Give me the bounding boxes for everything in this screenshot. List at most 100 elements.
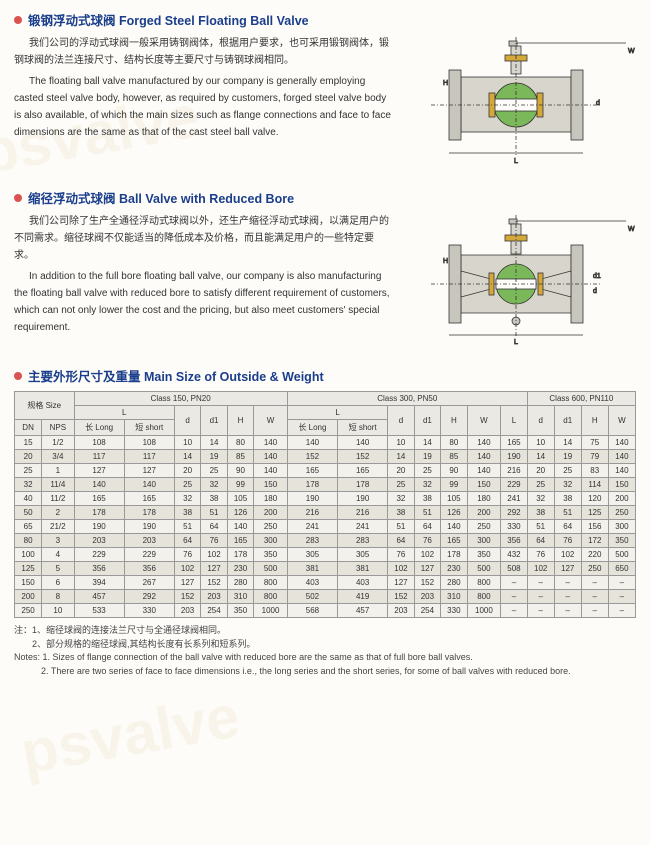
table-cell: –	[527, 604, 554, 618]
table-cell: 419	[338, 590, 388, 604]
table-head: 规格 Size Class 150, PN20 Class 300, PN50 …	[15, 392, 636, 436]
th-long: 长 Long	[287, 420, 337, 436]
table-cell: 25	[201, 464, 227, 478]
table-cell: 250	[254, 520, 288, 534]
table-cell: 64	[414, 520, 440, 534]
table-cell: 200	[15, 590, 42, 604]
table-cell: 32	[15, 478, 42, 492]
table-row: 2008457292152203310800502419152203310800…	[15, 590, 636, 604]
th-H: H	[227, 406, 253, 436]
table-cell: 140	[467, 436, 501, 450]
table-cell: 32	[527, 492, 554, 506]
table-cell: 200	[254, 506, 288, 520]
th-size: 规格 Size	[15, 392, 75, 420]
table-cell: 102	[414, 548, 440, 562]
table-cell: 11/2	[42, 492, 74, 506]
table-cell: 50	[15, 506, 42, 520]
table-row: 2511271272025901401651652025901402162025…	[15, 464, 636, 478]
table-cell: 8	[42, 590, 74, 604]
table-cell: 38	[414, 492, 440, 506]
table-cell: 280	[227, 576, 253, 590]
th-c300: Class 300, PN50	[287, 392, 527, 406]
table-cell: 800	[254, 590, 288, 604]
th-W: W	[608, 406, 635, 436]
table-cell: 178	[441, 548, 467, 562]
table-cell: 25	[527, 478, 554, 492]
table-cell: 150	[15, 576, 42, 590]
table-cell: 76	[201, 534, 227, 548]
table-cell: 229	[74, 548, 124, 562]
table-cell: 356	[501, 534, 527, 548]
text-column: 我们公司除了生产全通径浮动式球阀以外，还生产缩径浮动式球阀，以满足用户的不同需求…	[14, 213, 391, 348]
table-cell: 381	[338, 562, 388, 576]
table-cell: 76	[174, 548, 200, 562]
table-cell: 3/4	[42, 450, 74, 464]
table-cell: 568	[287, 604, 337, 618]
table-cell: 51	[554, 506, 581, 520]
table-cell: 502	[287, 590, 337, 604]
table-cell: 330	[441, 604, 467, 618]
table-cell: 1000	[467, 604, 501, 618]
table-body: 151/210810810148014014014010148014016510…	[15, 436, 636, 618]
table-cell: 32	[201, 478, 227, 492]
table-cell: 403	[287, 576, 337, 590]
table-cell: 165	[501, 436, 527, 450]
table-cell: 140	[608, 464, 635, 478]
table-cell: 292	[501, 506, 527, 520]
table-cell: –	[608, 576, 635, 590]
table-cell: 508	[501, 562, 527, 576]
table-cell: 216	[338, 506, 388, 520]
svg-text:d1: d1	[593, 273, 601, 280]
th-H: H	[441, 406, 467, 436]
table-cell: 500	[254, 562, 288, 576]
table-cell: 381	[287, 562, 337, 576]
th-long: 长 Long	[74, 420, 124, 436]
table-cell: 127	[174, 576, 200, 590]
table-cell: 350	[467, 548, 501, 562]
th-short: 短 short	[338, 420, 388, 436]
section-table: 主要外形尺寸及重量 Main Size of Outside & Weight …	[14, 366, 636, 678]
notes: 注：1、缩径球阀的连接法兰尺寸与全通径球阀相同。 2、部分规格的缩径球阀,其结构…	[14, 624, 636, 678]
table-cell: 140	[254, 436, 288, 450]
bullet-icon	[14, 372, 22, 380]
table-cell: 190	[287, 492, 337, 506]
table-cell: 1/2	[42, 436, 74, 450]
table-cell: 38	[201, 492, 227, 506]
heading-text: 缩径浮动式球阀 Ball Valve with Reduced Bore	[28, 188, 294, 207]
table-cell: 76	[414, 534, 440, 548]
table-cell: 4	[42, 548, 74, 562]
svg-text:d: d	[593, 288, 597, 295]
table-cell: –	[501, 604, 527, 618]
table-cell: 51	[174, 520, 200, 534]
table-cell: 102	[174, 562, 200, 576]
table-cell: 230	[227, 562, 253, 576]
table-cell: 203	[124, 534, 174, 548]
table-cell: 250	[581, 562, 608, 576]
paragraph-cn: 我们公司除了生产全通径浮动式球阀以外，还生产缩径浮动式球阀，以满足用户的不同需求…	[14, 213, 391, 264]
table-cell: 394	[74, 576, 124, 590]
table-cell: 330	[124, 604, 174, 618]
table-cell: 85	[441, 450, 467, 464]
table-cell: 140	[254, 464, 288, 478]
table-cell: 254	[201, 604, 227, 618]
table-cell: 180	[467, 492, 501, 506]
table-cell: 203	[201, 590, 227, 604]
th-short: 短 short	[124, 420, 174, 436]
table-cell: 65	[15, 520, 42, 534]
table-cell: 126	[441, 506, 467, 520]
th-L: L	[501, 406, 527, 436]
table-cell: 241	[287, 520, 337, 534]
table-cell: 2	[42, 506, 74, 520]
table-cell: 178	[74, 506, 124, 520]
note-cn1: 注：1、缩径球阀的连接法兰尺寸与全通径球阀相同。	[14, 624, 636, 638]
table-cell: 51	[201, 506, 227, 520]
table-cell: 102	[527, 562, 554, 576]
table-cell: 140	[287, 436, 337, 450]
table-cell: 20	[388, 464, 414, 478]
table-cell: 14	[174, 450, 200, 464]
table-cell: 38	[388, 506, 414, 520]
table-cell: 117	[124, 450, 174, 464]
heading-text: 主要外形尺寸及重量 Main Size of Outside & Weight	[28, 366, 324, 385]
table-cell: 200	[467, 506, 501, 520]
table-cell: 19	[414, 450, 440, 464]
